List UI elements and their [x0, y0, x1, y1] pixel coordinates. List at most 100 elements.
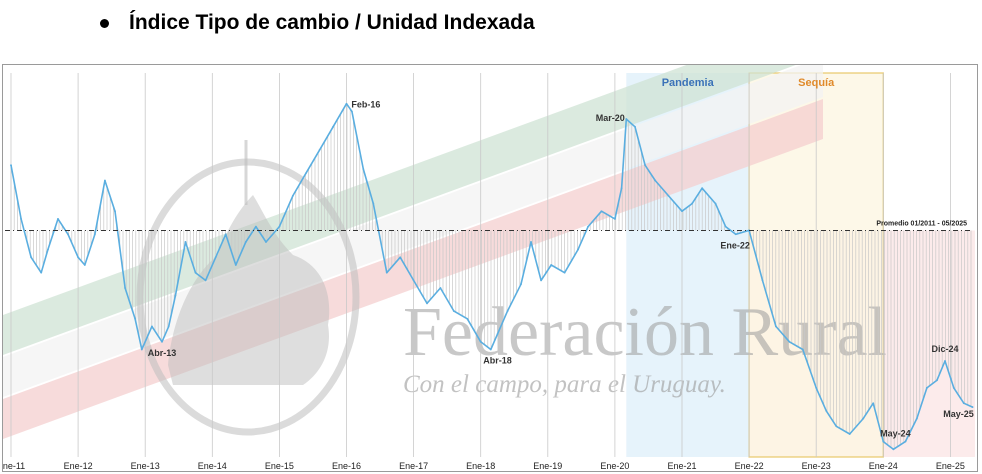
x-tick-ene-11: Ene-11 [3, 461, 25, 471]
series-point [540, 279, 542, 282]
series-point [234, 264, 237, 266]
series-point [134, 317, 137, 320]
annotation-feb-16: Feb-16 [351, 99, 380, 109]
page-title: Índice Tipo de cambio / Unidad Indexada [129, 11, 535, 34]
series-point [644, 164, 646, 167]
series-point [825, 410, 828, 412]
series-point [412, 279, 415, 282]
series-point [654, 179, 657, 182]
x-tick-ene-20: Ene-20 [600, 461, 629, 471]
x-tick-ene-16: Ene-16 [332, 461, 361, 471]
series-point [67, 233, 69, 236]
series-point [915, 417, 918, 420]
series-point [862, 417, 865, 420]
series-point [439, 287, 442, 289]
series-point [775, 325, 777, 328]
watermark-emblem-ring [136, 158, 360, 436]
series-point [634, 125, 636, 128]
page-header: Índice Tipo de cambio / Unidad Indexada [100, 8, 535, 38]
chart-frame: Federación Rural Con el campo, para el Ur… [2, 64, 978, 472]
series-point [788, 340, 791, 343]
series-point [214, 256, 217, 259]
series-point [625, 118, 628, 120]
series-point [835, 425, 838, 428]
annotation-abr-18: Abr-18 [483, 355, 512, 365]
x-tick-ene-17: Ene-17 [399, 461, 428, 471]
watermark-subtitle: Con el campo, para el Uruguay. [403, 371, 726, 398]
series-point [426, 302, 428, 305]
annotation-ene-22: Ene-22 [720, 240, 750, 250]
x-tick-ene-21: Ene-21 [667, 461, 696, 471]
series-point [345, 102, 348, 105]
series-point [114, 210, 116, 213]
series-point [882, 440, 885, 443]
series-point [265, 241, 267, 243]
series-point [962, 402, 965, 405]
series-point [350, 110, 353, 113]
series-point [587, 225, 589, 228]
series-point [530, 241, 532, 243]
annotation-may-25: May-25 [943, 409, 974, 419]
series-point [496, 333, 499, 336]
band-label-pandemia: Pandemia [662, 77, 715, 89]
x-tick-ene-24: Ene-24 [869, 461, 898, 471]
series-point [332, 125, 334, 128]
series-point [691, 202, 693, 205]
series-point [904, 440, 907, 443]
annotation-may-24: May-24 [880, 429, 911, 439]
x-tick-ene-25: Ene-25 [936, 461, 965, 471]
series-point [577, 248, 579, 251]
series-point [614, 218, 616, 220]
series-point [20, 218, 22, 220]
series-point [520, 283, 522, 286]
watermark-emblem-figure [168, 195, 330, 385]
series-point [244, 241, 247, 243]
series-point [385, 271, 388, 274]
series-point [734, 233, 737, 236]
series-point [278, 225, 281, 228]
series-point [952, 386, 955, 389]
x-tick-ene-19: Ene-19 [533, 461, 562, 471]
series-point [489, 348, 492, 351]
series-point [10, 164, 12, 167]
annotation-dic-24: Dic-24 [932, 344, 959, 354]
series-point [714, 202, 717, 205]
series-point [620, 187, 623, 190]
series-point [255, 225, 257, 228]
series-point [151, 325, 153, 328]
annotation-abr-13: Abr-13 [148, 348, 177, 358]
series-point [83, 264, 86, 266]
series-point [174, 294, 177, 297]
series-point [194, 271, 197, 274]
x-tick-ene-18: Ene-18 [466, 461, 495, 471]
series-point [372, 202, 375, 205]
series-point [815, 386, 818, 389]
average-line-label: Promedio 01/2011 - 05/2025 [876, 220, 967, 227]
series-point [30, 256, 33, 259]
series-point [506, 310, 509, 312]
series-point [944, 360, 946, 362]
x-tick-ene-12: Ene-12 [64, 461, 93, 471]
series-point [550, 264, 553, 266]
series-point [224, 233, 227, 236]
series-point [47, 248, 49, 251]
series-point [667, 194, 670, 197]
series-point [452, 310, 455, 312]
series-point [399, 256, 402, 259]
series-line [10, 102, 973, 451]
series-point [167, 325, 170, 328]
series-point [936, 379, 938, 382]
series-point [681, 210, 683, 213]
series-point [57, 218, 59, 220]
series-point [140, 348, 143, 351]
series-point [305, 171, 308, 174]
series-point [40, 271, 43, 274]
series-point [318, 148, 321, 151]
x-tick-ene-22: Ene-22 [735, 461, 764, 471]
series-point [724, 225, 727, 228]
band-label-sequia: Sequía [798, 77, 835, 89]
series-point [161, 340, 163, 343]
series-point [701, 187, 704, 190]
x-tick-ene-15: Ene-15 [265, 461, 294, 471]
